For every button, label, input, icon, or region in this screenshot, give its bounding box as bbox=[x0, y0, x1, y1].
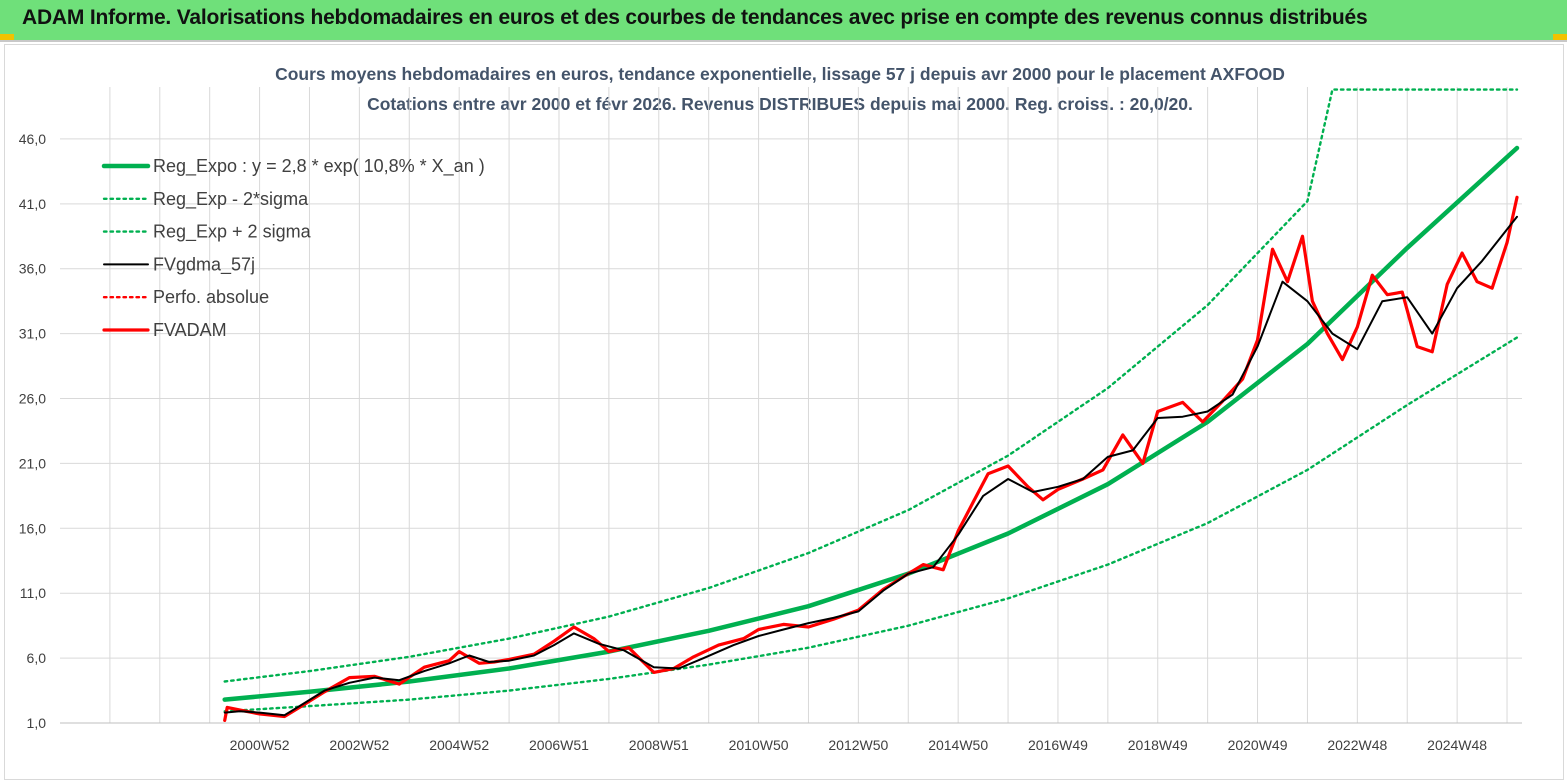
y-tick-label: 31,0 bbox=[19, 326, 46, 342]
series-line-fvadam bbox=[223, 195, 1519, 722]
chart-subtitle: Cotations entre avr 2000 et févr 2026. R… bbox=[367, 94, 1193, 114]
y-tick-label: 1,0 bbox=[27, 715, 47, 731]
legend-label: Perfo. absolue bbox=[153, 287, 269, 307]
plot-area bbox=[222, 88, 1520, 722]
legend-label: FVADAM bbox=[153, 320, 227, 340]
x-tick-label: 2008W51 bbox=[629, 737, 689, 753]
x-tick-label: 2018W49 bbox=[1128, 737, 1188, 753]
x-tick-label: 2012W50 bbox=[828, 737, 888, 753]
banner-title: ADAM Informe. Valorisations hebdomadaire… bbox=[22, 6, 1368, 29]
title-banner: ADAM Informe. Valorisations hebdomadaire… bbox=[0, 0, 1567, 40]
chart-frame bbox=[4, 44, 1564, 780]
x-tick-label: 2020W49 bbox=[1228, 737, 1288, 753]
x-tick-label: 2024W48 bbox=[1427, 737, 1487, 753]
legend-label: Reg_Exp + 2 sigma bbox=[153, 222, 312, 243]
x-axis: 2000W52 2002W52 2004W52 2006W51 2008W51 2010W… bbox=[60, 722, 1522, 753]
series-line-fvgdma-57j bbox=[223, 215, 1518, 717]
x-tick-label: 2016W49 bbox=[1028, 737, 1088, 753]
banner-divider bbox=[0, 40, 1567, 42]
y-tick-label: 16,0 bbox=[19, 520, 46, 536]
legend-label: Reg_Exp - 2*sigma bbox=[153, 189, 309, 210]
y-tick-label: 11,0 bbox=[20, 585, 46, 601]
y-tick-label: 21,0 bbox=[19, 455, 46, 471]
x-tick-label: 2002W52 bbox=[329, 737, 389, 753]
x-tick-label: 2010W50 bbox=[729, 737, 789, 753]
grid bbox=[60, 87, 1522, 724]
x-tick-label: 2004W52 bbox=[429, 737, 489, 753]
x-tick-label: 2014W50 bbox=[928, 737, 988, 753]
y-tick-label: 41,0 bbox=[19, 196, 46, 212]
legend-label: FVgdma_57j bbox=[153, 254, 255, 275]
chart-title: Cours moyens hebdomadaires en euros, ten… bbox=[275, 64, 1285, 84]
banner-corner-left bbox=[0, 34, 14, 40]
legend-label: Reg_Expo : y = 2,8 * exp( 10,8% * X_an ) bbox=[153, 156, 485, 177]
y-axis: 1,0 6,0 11,0 16,0 21,0 26,0 31,0 36,0 41,0 46,0 bbox=[19, 131, 46, 731]
y-tick-label: 26,0 bbox=[19, 391, 46, 407]
series-line-reg-expo-y-2-8-exp-10-8-x-an bbox=[222, 145, 1520, 702]
x-tick-label: 2022W48 bbox=[1327, 737, 1387, 753]
y-tick-label: 46,0 bbox=[19, 131, 46, 147]
y-tick-label: 6,0 bbox=[27, 650, 47, 666]
y-tick-label: 36,0 bbox=[19, 261, 46, 277]
banner-corner-right bbox=[1553, 34, 1567, 40]
legend: Reg_Expo : y = 2,8 * exp( 10,8% * X_an )… bbox=[101, 156, 485, 340]
series-line-reg-exp-2-sigma bbox=[223, 336, 1519, 713]
series-line-reg-exp-2-sigma bbox=[223, 88, 1519, 683]
x-tick-label: 2006W51 bbox=[529, 737, 589, 753]
x-tick-label: 2000W52 bbox=[230, 737, 290, 753]
